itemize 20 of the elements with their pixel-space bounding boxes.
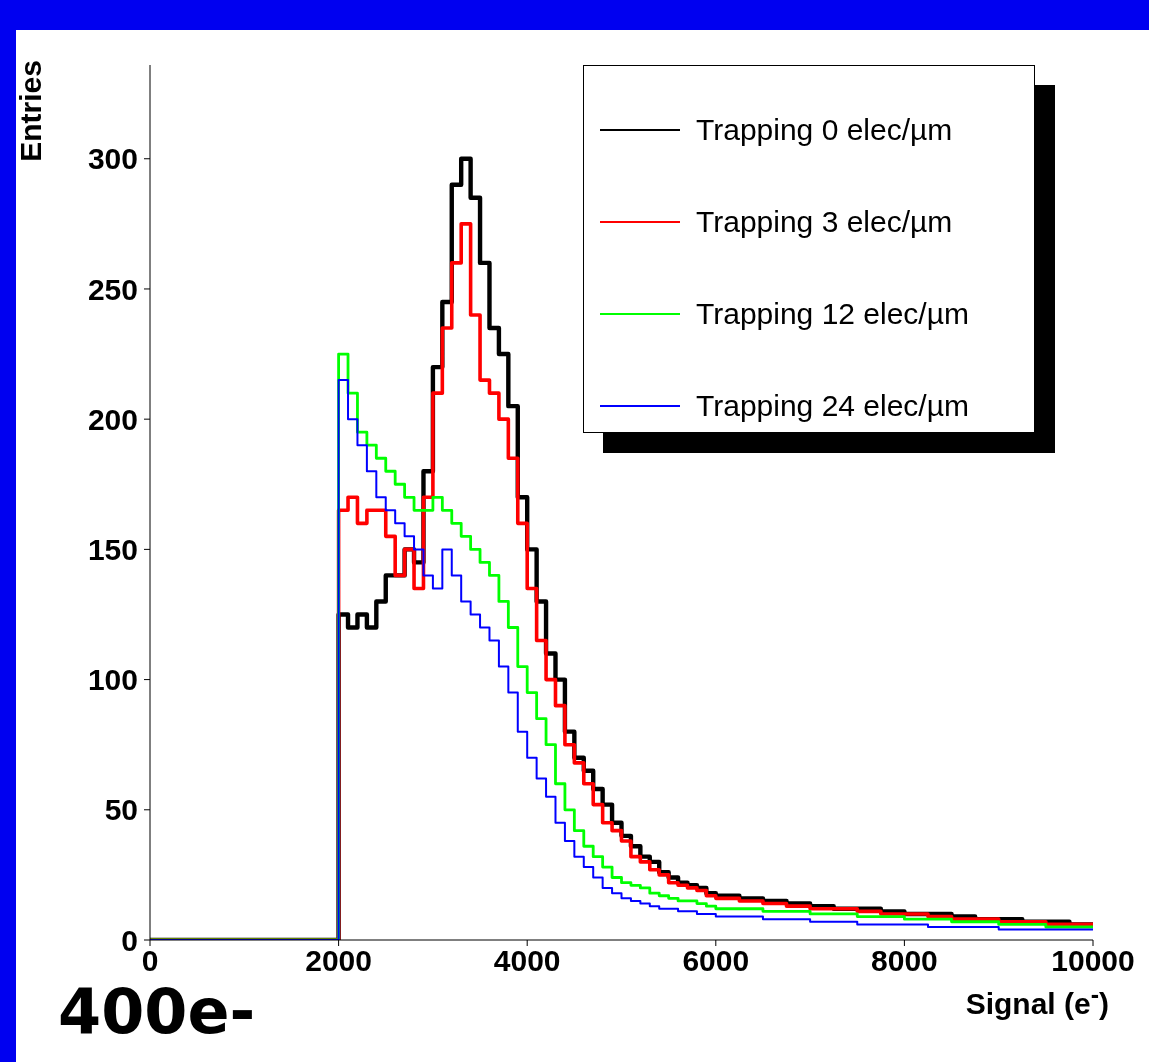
x-tick-label: 4000: [493, 944, 561, 978]
legend-label: Trapping 0 elec/µm: [696, 113, 953, 147]
y-axis-title: Entries: [14, 60, 48, 164]
y-tick-label: 0: [121, 923, 138, 957]
y-tick-label: 100: [87, 663, 138, 697]
x-tick-label: 0: [141, 944, 159, 978]
y-tick-label: 50: [104, 793, 138, 827]
text: 400e-: [58, 975, 256, 1048]
legend-label: Trapping 3 elec/µm: [696, 205, 953, 239]
y-tick-label: 250: [87, 272, 138, 306]
y-tick-label: 200: [87, 402, 138, 436]
x-axis-title: Signal (e$^{-}$): [965, 980, 1109, 1021]
legend-label: Trapping 24 elec/µm: [696, 389, 969, 423]
x-tick-label: 10000: [1051, 944, 1135, 978]
x-tick-label: 8000: [871, 944, 938, 978]
y-tick-label: 300: [87, 142, 138, 176]
legend-label: Trapping 12 elec/µm: [696, 297, 969, 331]
x-tick-label: 2000: [305, 944, 372, 978]
x-tick-label: 6000: [682, 944, 750, 978]
y-tick-label: 150: [87, 533, 138, 567]
